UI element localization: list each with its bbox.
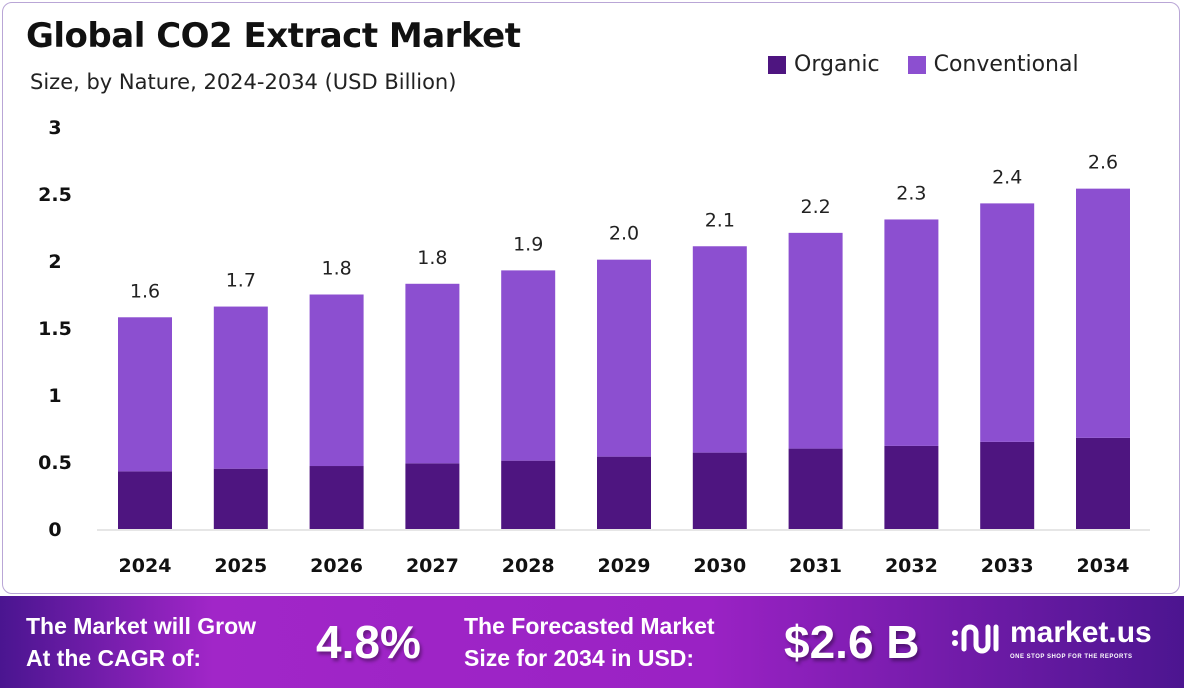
logo-tagline: ONE STOP SHOP FOR THE REPORTS	[1010, 654, 1133, 660]
bar-organic-2034	[1076, 437, 1130, 529]
bar-conventional-2026	[309, 294, 364, 467]
total-label-2030: 2.1	[705, 209, 735, 231]
cagr-label-line2: At the CAGR of:	[26, 645, 202, 671]
legend-item-organic: Organic	[768, 52, 880, 77]
y-tick-label: 2	[48, 251, 61, 273]
bar-organic-2027	[405, 463, 460, 529]
total-label-2034: 2.6	[1088, 152, 1118, 174]
bar-organic-2030	[692, 452, 747, 529]
bar-organic-2032	[884, 445, 939, 529]
x-tick-label: 2033	[981, 555, 1034, 577]
total-label-2024: 1.6	[130, 280, 160, 302]
forecast-value: $2.6 B	[784, 616, 920, 668]
legend: Organic Conventional	[768, 52, 1079, 77]
x-tick-label: 2025	[214, 555, 267, 577]
x-tick-label: 2026	[310, 555, 363, 577]
y-tick-label: 2.5	[38, 184, 72, 206]
total-label-2032: 2.3	[896, 182, 926, 204]
x-tick-label: 2028	[502, 555, 555, 577]
bar-organic-2024	[118, 471, 172, 529]
bar-organic-2026	[309, 466, 364, 529]
bar-organic-2028	[501, 460, 556, 529]
x-tick-label: 2032	[885, 555, 938, 577]
x-tick-label: 2027	[406, 555, 459, 577]
chart-frame	[2, 2, 1180, 594]
y-tick-label: 0.5	[38, 452, 72, 474]
y-tick-label: 1	[48, 385, 61, 407]
x-tick-label: 2030	[693, 555, 746, 577]
bar-conventional-2029	[597, 259, 651, 457]
bar-conventional-2032	[884, 219, 939, 446]
total-label-2033: 2.4	[992, 166, 1022, 188]
total-label-2026: 1.8	[321, 258, 351, 280]
chart-title: Global CO2 Extract Market	[26, 16, 521, 56]
x-tick-label: 2034	[1077, 555, 1130, 577]
bar-conventional-2031	[788, 232, 843, 449]
y-tick-label: 3	[48, 117, 61, 139]
bar-organic-2025	[213, 468, 268, 529]
legend-item-conventional: Conventional	[907, 52, 1079, 77]
chart-subtitle: Size, by Nature, 2024-2034 (USD Billion)	[30, 70, 457, 94]
logo-name: market.us	[1010, 616, 1152, 649]
legend-label-conventional: Conventional	[933, 52, 1079, 77]
total-label-2031: 2.2	[800, 196, 830, 218]
bar-conventional-2034	[1076, 188, 1130, 438]
market-us-logo: market.us ONE STOP SHOP FOR THE REPORTS	[950, 616, 1152, 661]
legend-swatch-organic	[768, 55, 786, 74]
forecast-label-line1: The Forecasted Market	[464, 613, 715, 639]
y-tick-label: 1.5	[38, 318, 72, 340]
forecast-label: The Forecasted Market Size for 2034 in U…	[464, 610, 715, 674]
bar-chart: 0 0.5 1 1.5 2 2.5 3 1.6 2024 1.7 2025 1.8 2026 1.8 202…	[38, 117, 1150, 577]
cagr-label: The Market will Grow At the CAGR of:	[26, 610, 256, 674]
summary-banner: The Market will Grow At the CAGR of: 4.8…	[0, 596, 1184, 688]
total-label-2029: 2.0	[609, 223, 639, 245]
bar-organic-2029	[597, 456, 651, 529]
x-tick-label: 2029	[598, 555, 651, 577]
bar-conventional-2024	[118, 317, 172, 472]
logo-text: market.us ONE STOP SHOP FOR THE REPORTS	[1010, 616, 1152, 661]
y-tick-label: 0	[48, 519, 61, 541]
total-label-2028: 1.9	[513, 233, 543, 255]
bar-organic-2033	[980, 441, 1035, 529]
bar-conventional-2025	[213, 306, 268, 469]
bar-conventional-2027	[405, 283, 460, 464]
cagr-value: 4.8%	[316, 616, 421, 668]
x-tick-label: 2031	[789, 555, 842, 577]
bar-organic-2031	[788, 448, 843, 529]
cagr-label-line1: The Market will Grow	[26, 613, 257, 639]
total-label-2025: 1.7	[226, 270, 256, 292]
forecast-label-line2: Size for 2034 in USD:	[464, 645, 695, 671]
logo-icon	[952, 624, 999, 653]
bar-conventional-2033	[980, 203, 1035, 442]
x-tick-label: 2024	[119, 555, 172, 577]
legend-label-organic: Organic	[794, 52, 880, 77]
legend-swatch-conventional	[907, 55, 926, 74]
bar-conventional-2028	[501, 270, 556, 461]
total-label-2027: 1.8	[417, 247, 447, 269]
bar-conventional-2030	[692, 246, 747, 453]
